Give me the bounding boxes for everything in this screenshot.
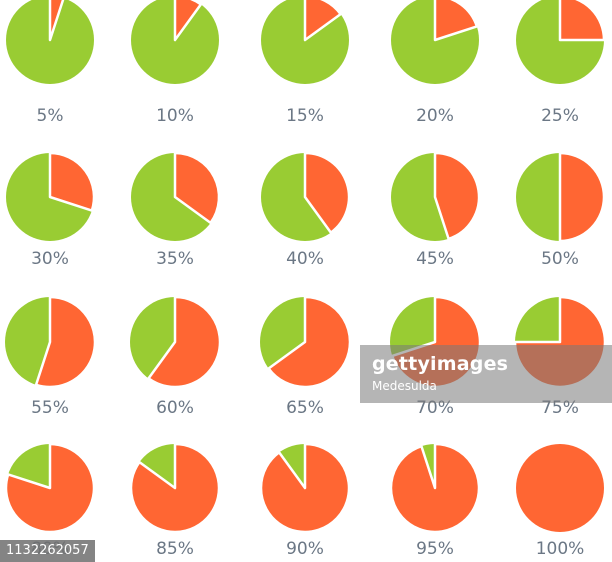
pie-label: 20% xyxy=(416,106,454,126)
pie-slice-filled xyxy=(303,0,342,42)
pie-label: 90% xyxy=(286,539,324,559)
pie-label: 60% xyxy=(156,398,194,418)
pie-label: 45% xyxy=(416,249,454,269)
pie-slice-remaining xyxy=(131,0,219,84)
pie-slice-filled xyxy=(48,151,96,212)
pie-90: 90% xyxy=(259,442,351,559)
pie-label: 5% xyxy=(37,106,64,126)
pie-95: 95% xyxy=(389,442,481,559)
pie-30: 30% xyxy=(6,151,96,269)
pie-slice-filled xyxy=(4,442,96,534)
pie-slice-filled xyxy=(516,444,604,532)
pie-10: 10% xyxy=(131,0,219,126)
pie-50: 50% xyxy=(516,151,606,269)
pie-label: 25% xyxy=(541,106,579,126)
pie-label: 95% xyxy=(416,539,454,559)
pie-slice-filled xyxy=(147,295,222,389)
pie-slice-filled xyxy=(303,151,351,234)
pie-label: 30% xyxy=(31,249,69,269)
pie-label: 65% xyxy=(286,398,324,418)
pie-100: 100% xyxy=(516,444,604,559)
pie-label: 15% xyxy=(286,106,324,126)
pie-40: 40% xyxy=(261,151,351,269)
pie-label: 40% xyxy=(286,249,324,269)
pie-slice-filled xyxy=(558,0,606,42)
pie-slice-filled xyxy=(558,151,606,243)
pie-label: 75% xyxy=(541,398,579,418)
watermark-band: gettyimages Medesulda xyxy=(360,345,612,403)
pie-35: 35% xyxy=(131,151,221,269)
pie-label: 70% xyxy=(416,398,454,418)
pie-slice-filled xyxy=(48,0,65,42)
pie-slice-filled xyxy=(259,442,351,534)
pie-slice-filled xyxy=(433,0,479,42)
pie-15: 15% xyxy=(261,0,349,126)
pie-slice-remaining xyxy=(6,0,94,84)
pie-45: 45% xyxy=(391,151,481,269)
watermark-image-id: 1132262057 xyxy=(0,540,95,562)
pie-label: 10% xyxy=(156,106,194,126)
pie-slice-filled xyxy=(173,0,203,42)
pie-slice-filled xyxy=(267,295,352,389)
watermark-logo: gettyimages xyxy=(372,353,509,375)
pie-5: 5% xyxy=(6,0,94,126)
pie-65: 65% xyxy=(260,295,352,418)
pie-25: 25% xyxy=(516,0,606,126)
pie-slice-filled xyxy=(129,442,221,534)
pie-label: 55% xyxy=(31,398,69,418)
pie-slice-filled xyxy=(389,442,481,534)
pie-20: 20% xyxy=(391,0,479,126)
pie-slice-filled xyxy=(173,151,221,225)
pie-label: 50% xyxy=(541,249,579,269)
pie-label: 100% xyxy=(536,539,585,559)
pie-label: 35% xyxy=(156,249,194,269)
pie-label: 85% xyxy=(156,539,194,559)
watermark-credit: Medesulda xyxy=(372,379,437,393)
pie-55: 55% xyxy=(5,295,97,418)
pie-85: 85% xyxy=(129,442,221,559)
pie-slice-filled xyxy=(433,151,481,241)
pie-slice-filled xyxy=(34,295,97,389)
pie-60: 60% xyxy=(130,295,222,418)
